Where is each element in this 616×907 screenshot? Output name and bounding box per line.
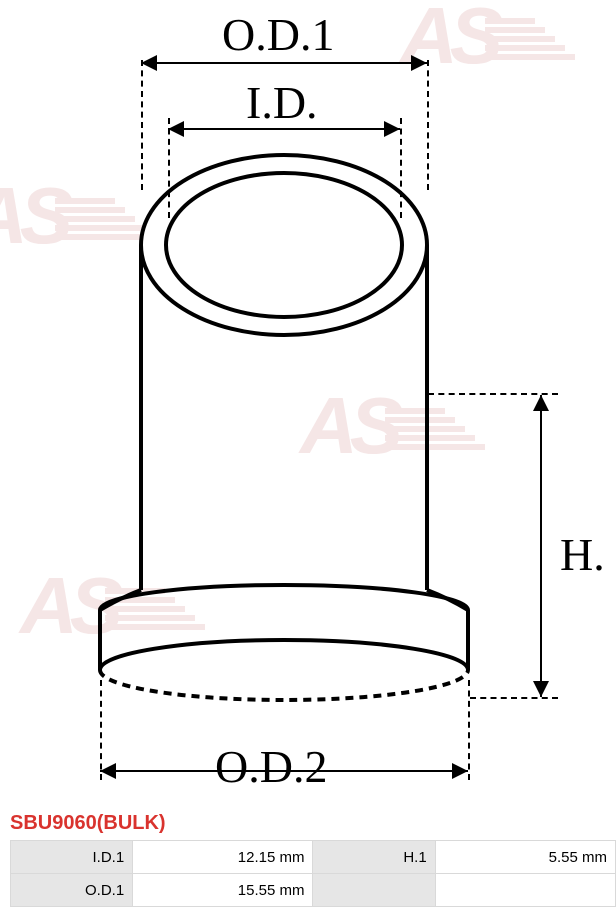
spec-label: I.D.1	[11, 841, 133, 874]
dim-label-od2: O.D.2	[215, 740, 327, 793]
spec-value: 12.15 mm	[133, 841, 313, 874]
dim-arrow-h	[540, 395, 542, 697]
dim-ext-line	[468, 680, 470, 780]
spec-label: H.1	[313, 841, 435, 874]
dim-label-od1: O.D.1	[222, 8, 334, 61]
spec-value: 15.55 mm	[133, 874, 313, 907]
dim-arrow-od1	[141, 62, 427, 64]
dim-label-id: I.D.	[246, 76, 318, 129]
dim-label-h: H.	[560, 528, 605, 581]
table-row: O.D.1 15.55 mm	[11, 874, 616, 907]
dim-ext-line	[470, 697, 558, 699]
technical-diagram: AS AS AS AS O.D.1 I.D.	[0, 0, 616, 810]
dim-ext-line	[427, 60, 429, 190]
dim-ext-line	[400, 118, 402, 218]
spec-table: I.D.1 12.15 mm H.1 5.55 mm O.D.1 15.55 m…	[10, 840, 616, 907]
spec-label: O.D.1	[11, 874, 133, 907]
dim-ext-line	[141, 60, 143, 190]
table-row: I.D.1 12.15 mm H.1 5.55 mm	[11, 841, 616, 874]
part-number: SBU9060(BULK)	[10, 812, 166, 835]
spec-value: 5.55 mm	[435, 841, 615, 874]
spec-value	[435, 874, 615, 907]
spec-label	[313, 874, 435, 907]
